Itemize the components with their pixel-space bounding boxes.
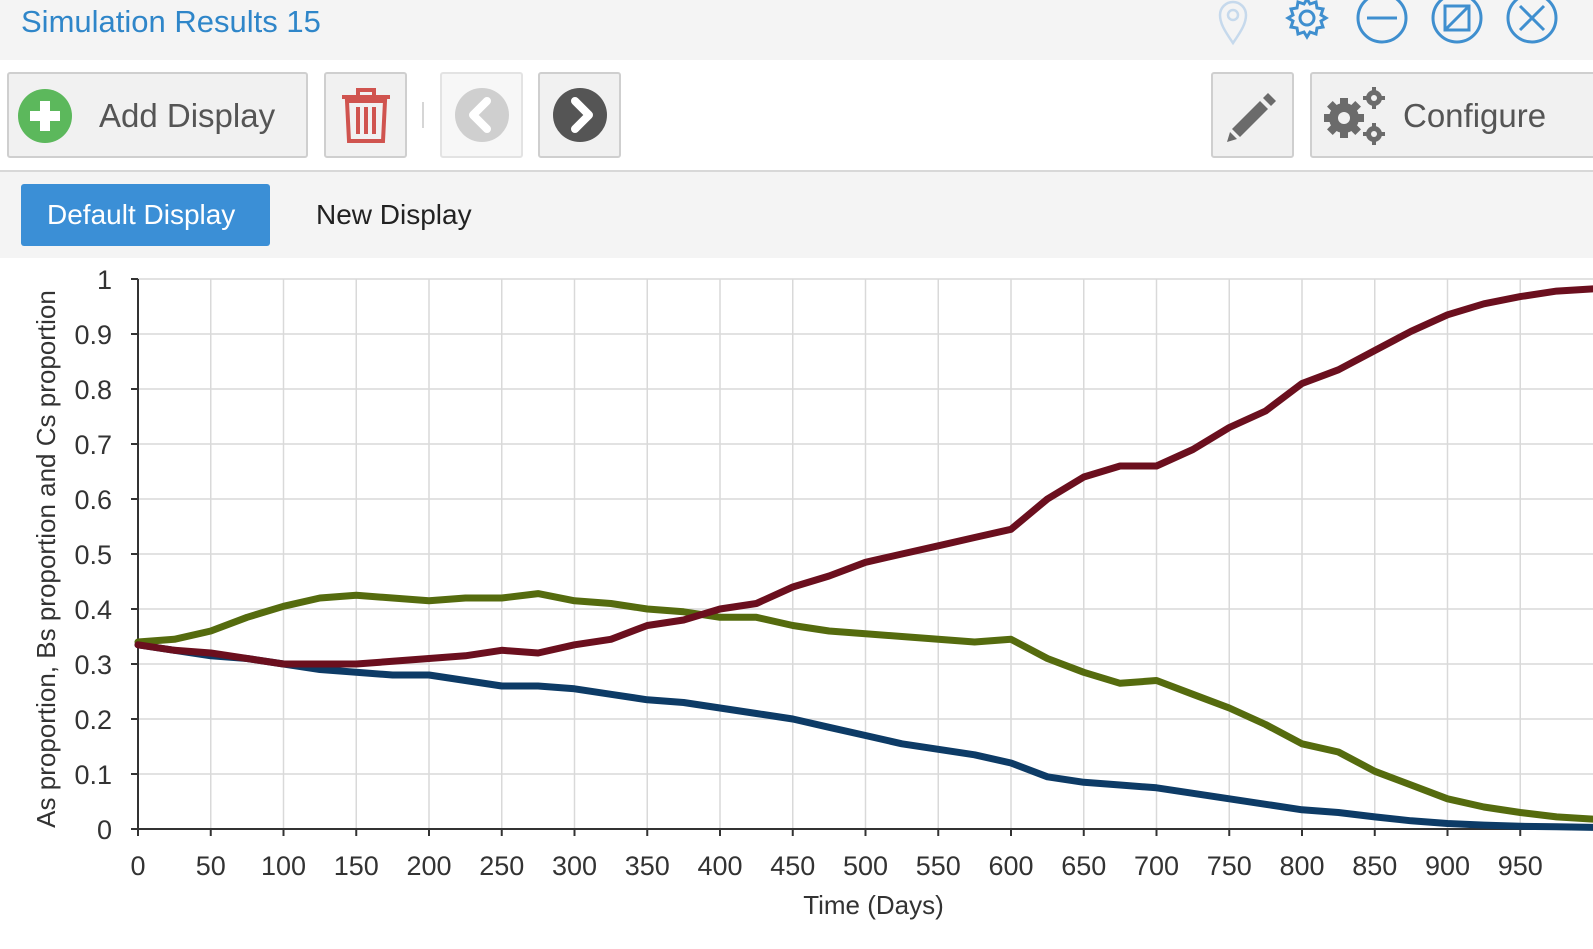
add-display-button[interactable]: Add Display (7, 72, 308, 158)
y-tick-label: 0 (97, 815, 112, 845)
x-tick-label: 400 (697, 851, 742, 881)
toolbar: Add Display (0, 60, 1593, 172)
x-axis-title: Time (Days) (803, 890, 944, 920)
x-tick-label: 800 (1279, 851, 1324, 881)
y-tick-label: 0.5 (74, 540, 112, 570)
plus-circle-icon (18, 89, 72, 143)
y-tick-label: 0.1 (74, 760, 112, 790)
chevron-left-icon (455, 88, 509, 142)
x-tick-label: 950 (1498, 851, 1543, 881)
x-tick-label: 0 (130, 851, 145, 881)
series-bs-line (134, 590, 1593, 823)
x-tick-label: 900 (1425, 851, 1470, 881)
y-tick-label: 0.3 (74, 650, 112, 680)
x-tick-label: 450 (770, 851, 815, 881)
x-tick-label: 150 (334, 851, 379, 881)
pin-icon[interactable] (1206, 0, 1260, 46)
trash-icon (342, 88, 390, 143)
gears-icon (1324, 87, 1385, 145)
restore-icon[interactable] (1430, 0, 1484, 46)
tab-default-display[interactable]: Default Display (21, 184, 270, 246)
x-tick-label: 300 (552, 851, 597, 881)
window-title: Simulation Results 15 (21, 4, 321, 39)
edit-button[interactable] (1211, 72, 1294, 158)
toolbar-divider (422, 102, 424, 128)
y-tick-label: 0.9 (74, 320, 112, 350)
close-icon[interactable] (1505, 0, 1559, 46)
x-tick-label: 850 (1352, 851, 1397, 881)
series-as-line (134, 641, 1593, 831)
x-tick-label: 250 (479, 851, 524, 881)
y-tick-label: 0.4 (74, 595, 112, 625)
y-tick-label: 0.8 (74, 375, 112, 405)
next-button[interactable] (538, 72, 621, 158)
delete-display-button[interactable] (324, 72, 407, 158)
series-cs-line (134, 285, 1593, 668)
x-tick-label: 650 (1061, 851, 1106, 881)
pencil-icon (1227, 93, 1276, 142)
y-tick-label: 1 (97, 265, 112, 295)
configure-button[interactable]: Configure (1310, 72, 1593, 158)
configure-label: Configure (1403, 97, 1547, 134)
y-tick-label: 0.6 (74, 485, 112, 515)
y-tick-label: 0.7 (74, 430, 112, 460)
y-tick-label: 0.2 (74, 705, 112, 735)
x-tick-label: 600 (988, 851, 1033, 881)
x-tick-label: 700 (1134, 851, 1179, 881)
settings-icon[interactable] (1280, 0, 1334, 46)
minimize-icon[interactable] (1355, 0, 1409, 46)
y-axis-title: As proportion, Bs proportion and Cs prop… (31, 290, 61, 828)
x-tick-label: 750 (1207, 851, 1252, 881)
x-tick-label: 50 (196, 851, 226, 881)
x-tick-label: 350 (625, 851, 670, 881)
x-tick-label: 200 (406, 851, 451, 881)
tab-new-display[interactable]: New Display (316, 199, 472, 230)
window-titlebar: Simulation Results 15 (0, 0, 1593, 60)
add-display-label: Add Display (99, 97, 276, 134)
line-chart: 0 50 100 150 200 250 300 350 400 450 500 550 600 650 7… (31, 265, 1593, 920)
x-tick-label: 500 (843, 851, 888, 881)
x-tick-label: 550 (916, 851, 961, 881)
previous-button[interactable] (440, 72, 523, 158)
chevron-right-icon (553, 88, 607, 142)
chart-area: 0 50 100 150 200 250 300 350 400 450 500 550 600 650 7… (0, 258, 1593, 949)
x-tick-label: 100 (261, 851, 306, 881)
display-tabs: Default Display New Display (0, 172, 1593, 258)
